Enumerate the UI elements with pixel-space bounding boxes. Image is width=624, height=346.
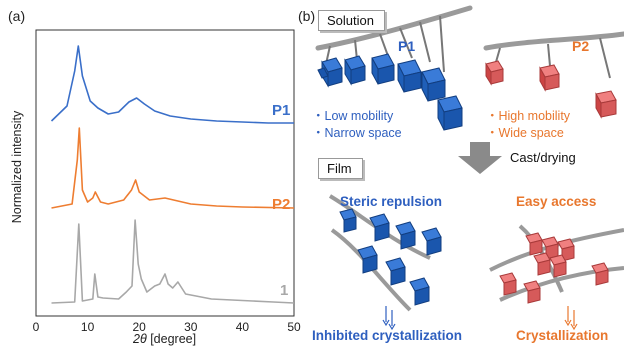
result-arrows-left (382, 306, 396, 331)
series-label-p1: P1 (272, 102, 291, 119)
p2-bullets: ・High mobility ・Wide space (486, 108, 570, 142)
series-label-1: 1 (280, 282, 289, 299)
p2-title: P2 (572, 38, 590, 54)
plot-frame (35, 29, 295, 317)
cast-drying-label: Cast/drying (510, 150, 576, 165)
p1-bullet: ・Low mobility (312, 109, 394, 123)
x-tick-label: 20 (132, 320, 146, 334)
panel-b-label: (b) (298, 8, 316, 24)
result-arrows-right (564, 306, 578, 331)
p1-bullet: ・Narrow space (312, 126, 402, 140)
p2-film-cluster (489, 224, 624, 304)
p1-title: P1 (398, 38, 416, 54)
series-line-p1 (50, 45, 294, 124)
x-tick-label: 10 (80, 320, 95, 334)
x-tick-label: 50 (287, 320, 301, 334)
p2-bullet: ・Wide space (486, 126, 564, 140)
p1-bullets: ・Low mobility ・Narrow space (312, 108, 402, 142)
x-tick-label: 40 (235, 320, 250, 334)
film-right-result: Crystallization (516, 328, 609, 343)
schematic-illustration (315, 5, 624, 331)
solution-tag: Solution (318, 10, 385, 31)
xrd-chart (35, 29, 295, 317)
p1-solution-chain (315, 5, 473, 131)
film-left-result: Inhibited crystallization (312, 328, 463, 343)
x-axis-label: 2θ [degree] (133, 332, 197, 346)
series-label-p2: P2 (272, 196, 291, 213)
series-line-p2 (51, 127, 295, 209)
p2-bullet: ・High mobility (486, 109, 571, 123)
film-left-title: Steric repulsion (340, 194, 443, 209)
film-tag: Film (318, 158, 363, 179)
p2-solution-chain (483, 31, 624, 119)
x-tick-label: 0 (32, 320, 40, 334)
film-right-title: Easy access (516, 194, 597, 209)
down-arrow-icon (458, 142, 502, 174)
x-tick-label: 30 (184, 320, 198, 334)
series-line-compound-1 (51, 219, 295, 304)
panel-a-label: (a) (8, 8, 26, 24)
p1-film-cluster (328, 194, 442, 312)
